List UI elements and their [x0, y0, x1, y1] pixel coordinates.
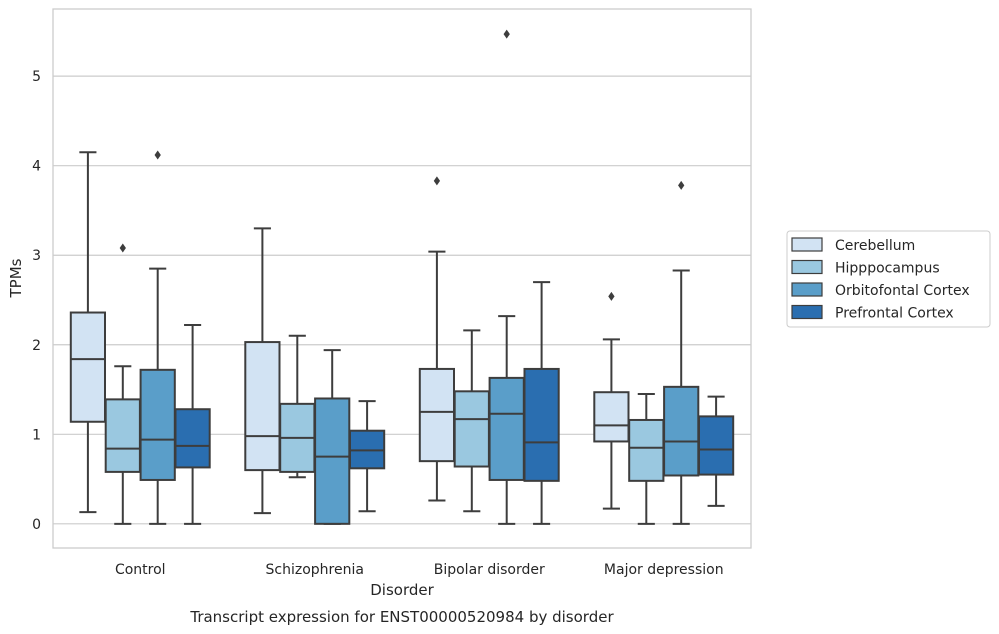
box-3-0: [593, 291, 630, 510]
box-3-2: [663, 180, 700, 525]
box-iqr: [593, 391, 630, 443]
legend-swatch: [791, 304, 823, 320]
x-tick-labels: Control Schizophrenia Bipolar disorder Majo…: [115, 562, 724, 578]
box-iqr: [697, 415, 735, 476]
box-iqr: [139, 368, 176, 481]
legend-label: Orbitofontal Cortex: [835, 283, 970, 299]
box-2-3: [523, 281, 560, 525]
legend-label: Prefrontal Cortex: [835, 306, 954, 322]
box-iqr: [663, 385, 700, 477]
y-tick-label: 3: [32, 248, 41, 264]
legend-frame: [786, 230, 991, 328]
outlier-point: [119, 243, 126, 253]
box-iqr: [314, 397, 351, 525]
y-tick-labels: 0 1 2 3 4 5: [32, 69, 41, 533]
box-iqr: [523, 367, 560, 482]
box-0-1: [104, 243, 141, 525]
x-tick-label: Control: [115, 562, 166, 578]
box-iqr: [488, 376, 525, 481]
box-1-0: [244, 227, 281, 515]
y-axis-label: TPMs: [7, 258, 25, 298]
box-1-2: [314, 349, 351, 525]
outlier-point: [503, 29, 510, 39]
box-0-0: [69, 151, 107, 514]
box-3-3: [697, 395, 735, 507]
box-iqr: [104, 398, 141, 473]
box-iqr: [244, 341, 281, 472]
outlier-point: [433, 176, 441, 186]
legend-label: Cerebellum: [835, 238, 915, 254]
box-iqr: [418, 367, 456, 463]
box-3-1: [628, 393, 665, 525]
legend-swatch: [791, 282, 823, 297]
legend-swatch: [791, 237, 823, 252]
outlier-point: [608, 291, 615, 301]
x-tick-label: Major depression: [604, 562, 724, 578]
box-iqr: [69, 311, 107, 423]
box-1-1: [279, 334, 316, 479]
box-series: [69, 29, 735, 525]
box-iqr: [453, 390, 490, 468]
x-axis-label: Disorder: [370, 581, 434, 599]
chart-caption: Transcript expression for ENST0000052098…: [189, 608, 614, 626]
y-tick-label: 5: [32, 69, 41, 85]
plot-frame: [52, 8, 752, 549]
x-tick-label: Schizophrenia: [266, 562, 364, 578]
legend-swatch: [791, 259, 823, 275]
legend-label: Hipppocampus: [835, 261, 940, 277]
y-tick-label: 1: [32, 427, 41, 443]
box-iqr: [174, 408, 211, 469]
x-tick-label: Bipolar disorder: [434, 562, 545, 578]
y-tick-label: 2: [32, 338, 41, 354]
outlier-point: [154, 150, 161, 160]
box-0-3: [174, 324, 211, 525]
outlier-point: [678, 180, 685, 190]
legend: Cerebellum Hipppocampus Orbitofontal Corte…: [786, 230, 991, 328]
box-iqr: [628, 418, 665, 482]
y-tick-label: 4: [32, 159, 41, 175]
box-2-2: [488, 29, 525, 525]
y-tick-label: 0: [32, 517, 41, 533]
box-2-0: [418, 176, 456, 502]
box-1-3: [348, 400, 386, 513]
